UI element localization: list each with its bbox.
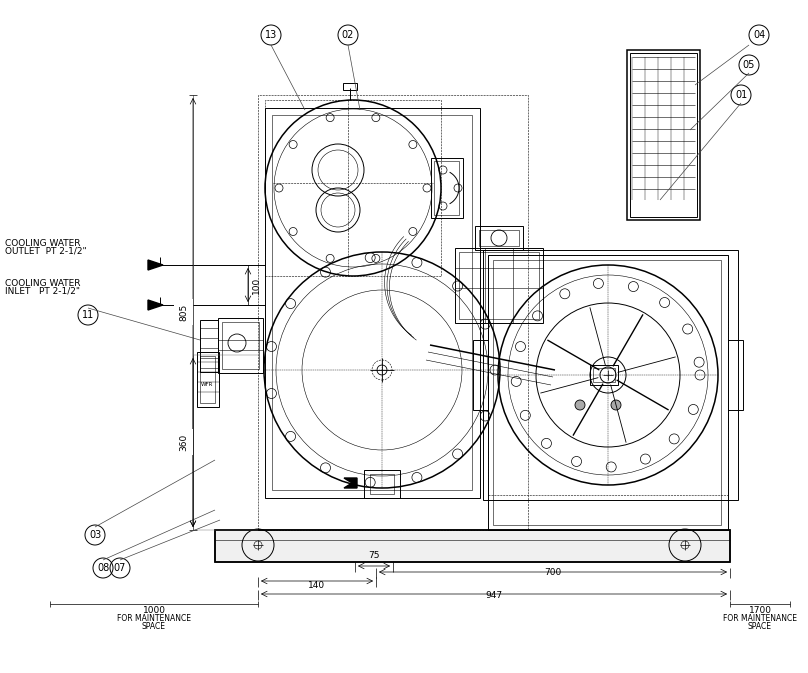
Text: 805: 805 xyxy=(179,304,188,320)
Text: OUTLET  PT 2-1/2": OUTLET PT 2-1/2" xyxy=(5,247,86,256)
Bar xyxy=(370,474,394,494)
Bar xyxy=(493,260,721,525)
Text: 08: 08 xyxy=(97,563,109,573)
Text: 75: 75 xyxy=(368,551,380,560)
Text: 700: 700 xyxy=(545,568,562,577)
Text: INLET   PT 2-1/2": INLET PT 2-1/2" xyxy=(5,287,80,296)
Text: 05: 05 xyxy=(743,60,755,70)
Text: 02: 02 xyxy=(342,30,354,40)
Text: 11: 11 xyxy=(82,310,94,320)
Bar xyxy=(218,318,263,373)
Bar xyxy=(728,340,743,410)
Text: 100: 100 xyxy=(252,277,261,293)
Bar xyxy=(197,352,219,407)
Bar xyxy=(215,530,730,562)
Bar xyxy=(475,226,523,250)
Text: SPACE: SPACE xyxy=(142,622,166,631)
Circle shape xyxy=(575,400,585,410)
Polygon shape xyxy=(148,300,163,310)
Bar xyxy=(455,248,543,323)
Text: FOR MAINTENANCE: FOR MAINTENANCE xyxy=(723,614,797,623)
Polygon shape xyxy=(148,260,163,270)
Text: 03: 03 xyxy=(89,530,101,540)
Text: COOLING WATER: COOLING WATER xyxy=(5,279,81,288)
Text: 140: 140 xyxy=(309,581,326,590)
Bar xyxy=(343,83,357,90)
Bar xyxy=(593,368,615,382)
Bar xyxy=(483,250,738,500)
Bar xyxy=(258,95,528,530)
Bar xyxy=(488,255,728,495)
Circle shape xyxy=(611,400,621,410)
Bar xyxy=(364,470,400,498)
Bar xyxy=(590,365,618,385)
Text: 07: 07 xyxy=(114,563,126,573)
Bar xyxy=(265,100,441,276)
Text: 947: 947 xyxy=(486,591,503,600)
Polygon shape xyxy=(344,478,357,488)
Bar xyxy=(215,530,730,562)
Text: 1700: 1700 xyxy=(748,606,772,615)
Bar xyxy=(630,53,697,217)
Bar xyxy=(479,230,519,246)
Bar xyxy=(200,320,218,372)
Text: 1000: 1000 xyxy=(142,606,166,615)
Bar xyxy=(434,161,459,215)
Bar xyxy=(627,50,700,220)
Text: SPACE: SPACE xyxy=(748,622,772,631)
Bar xyxy=(473,340,488,410)
Bar xyxy=(488,255,728,530)
Text: 04: 04 xyxy=(753,30,765,40)
Bar xyxy=(459,252,539,319)
Bar xyxy=(272,115,472,490)
Text: WFR: WFR xyxy=(201,382,213,388)
Text: 13: 13 xyxy=(265,30,277,40)
Bar xyxy=(431,158,463,218)
Bar xyxy=(200,356,215,403)
Text: FOR MAINTENANCE: FOR MAINTENANCE xyxy=(117,614,191,623)
Text: COOLING WATER: COOLING WATER xyxy=(5,239,81,248)
Text: 360: 360 xyxy=(179,433,188,451)
Bar xyxy=(265,108,480,498)
Bar xyxy=(222,322,259,369)
Text: 01: 01 xyxy=(734,90,747,100)
